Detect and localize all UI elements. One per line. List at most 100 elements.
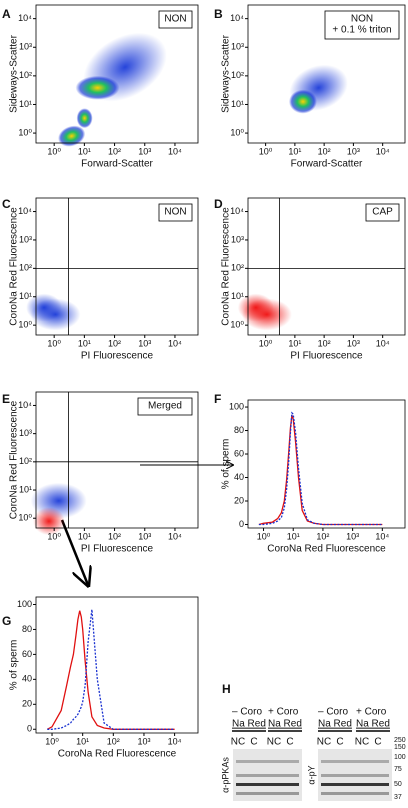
x-tick-label: 10⁴: [168, 146, 182, 156]
y-tick-label: 10⁰: [230, 127, 244, 137]
antibody-label: α-pY: [306, 765, 316, 784]
blot-band: [236, 760, 299, 763]
y-tick-label: 10⁰: [18, 127, 32, 137]
y-tick-label: 80: [22, 624, 32, 634]
lane-label: C: [250, 737, 257, 748]
annotation: Merged: [148, 401, 182, 412]
x-tick-label: 10¹: [78, 531, 91, 541]
x-tick-label: 10⁰: [47, 338, 61, 348]
blot-image: [233, 749, 302, 801]
x-tick-label: 10²: [107, 736, 120, 746]
density-cloud: [75, 75, 120, 100]
plot-frame: [35, 596, 199, 734]
x-tick-label: 10³: [138, 531, 151, 541]
mw-marker: 250: [394, 737, 406, 744]
x-tick-label: 10²: [318, 338, 331, 348]
lane-label: C: [336, 737, 343, 748]
histogram-line: [47, 609, 175, 730]
y-tick-label: 10³: [19, 234, 32, 244]
y-axis-label: CoroNa Red Fluorescence: [221, 207, 232, 326]
lane-label: NC: [267, 737, 281, 748]
x-axis-label: PI Fluorescence: [290, 351, 363, 362]
annotation-box: [365, 203, 400, 222]
y-tick-label: 10²: [19, 70, 32, 80]
lane-label: C: [286, 737, 293, 748]
x-tick-label: 10²: [108, 146, 121, 156]
panel-label: F: [214, 392, 221, 406]
x-axis-label: Forward-Scatter: [81, 159, 153, 170]
x-axis-label: Forward-Scatter: [291, 159, 363, 170]
x-axis-label: PI Fluorescence: [81, 351, 154, 362]
y-tick-label: 20: [22, 699, 32, 709]
x-tick-label: 10³: [347, 338, 360, 348]
y-tick-label: 0: [27, 724, 32, 734]
x-tick-label: 10¹: [78, 338, 91, 348]
x-tick-label: 10¹: [78, 146, 91, 156]
x-tick-label: 10³: [346, 531, 359, 541]
mw-marker: 37: [394, 794, 402, 801]
antibody-label: α-pPKAs: [220, 757, 230, 793]
x-tick-label: 10⁴: [168, 736, 182, 746]
y-tick-label: 10⁴: [18, 13, 32, 23]
y-tick-label: 100: [17, 599, 32, 609]
x-tick-label: 10⁴: [376, 146, 390, 156]
y-tick-label: 40: [234, 472, 244, 482]
mw-marker: 50: [394, 781, 402, 788]
x-tick-label: 10²: [108, 338, 121, 348]
x-tick-label: 10²: [316, 531, 329, 541]
blot-band: [236, 774, 299, 777]
y-tick-label: 10²: [231, 263, 244, 273]
density-cloud: [83, 32, 167, 102]
mw-marker: 75: [394, 766, 402, 773]
x-tick-label: 10⁰: [45, 736, 59, 746]
y-tick-label: 60: [22, 649, 32, 659]
lane-label: NC: [317, 737, 331, 748]
x-tick-label: 10⁴: [168, 531, 182, 541]
histogram-line: [46, 610, 175, 730]
blot-band: [236, 792, 299, 795]
plot-frame: [247, 197, 406, 336]
blot-sublabel: Na Red: [318, 719, 352, 730]
y-tick-label: 10¹: [231, 291, 244, 301]
lane-label: NC: [231, 737, 245, 748]
x-tick-label: 10⁰: [47, 531, 61, 541]
y-tick-label: 10²: [231, 70, 244, 80]
y-tick-label: 40: [22, 674, 32, 684]
y-tick-label: 80: [234, 425, 244, 435]
x-tick-label: 10¹: [288, 146, 301, 156]
x-axis-label: CoroNa Red Fluorescence: [58, 749, 177, 760]
blot-image: [318, 749, 392, 801]
y-tick-label: 10¹: [19, 99, 32, 109]
x-tick-label: 10²: [318, 146, 331, 156]
mw-marker: 150: [394, 744, 406, 751]
annotation: CAP: [372, 207, 393, 218]
annotation: NON: [164, 207, 186, 218]
blot-group: – Coro: [318, 707, 348, 718]
blot-group: + Coro: [268, 707, 299, 718]
y-axis-label: Sideways-Scatter: [221, 34, 232, 112]
x-tick-label: 10⁴: [375, 531, 389, 541]
x-tick-label: 10⁰: [47, 146, 61, 156]
mw-marker: 100: [394, 754, 406, 761]
x-tick-label: 10⁴: [376, 338, 390, 348]
x-tick-label: 10³: [347, 146, 360, 156]
panel-label: G: [2, 614, 11, 628]
y-axis-label: CoroNa Red Fluorescence: [9, 400, 20, 519]
y-tick-label: 20: [234, 495, 244, 505]
x-tick-label: 10⁰: [259, 338, 273, 348]
blot-sublabel: Na Red: [232, 719, 266, 730]
x-axis-label: CoroNa Red Fluorescence: [267, 544, 386, 555]
x-axis-label: PI Fluorescence: [81, 544, 154, 555]
y-tick-label: 10⁴: [18, 206, 32, 216]
histogram-line: [258, 411, 383, 526]
lane-label: NC: [355, 737, 369, 748]
panel-label: C: [2, 197, 11, 211]
y-axis-label: CoroNa Red Fluorescence: [9, 207, 20, 326]
annotation: NON: [351, 14, 373, 25]
blot-sublabel: Na Red: [268, 719, 302, 730]
x-tick-label: 10⁰: [257, 531, 271, 541]
panel-label: D: [214, 197, 223, 211]
plot-frame: [247, 4, 406, 144]
y-tick-label: 10⁴: [230, 13, 244, 23]
